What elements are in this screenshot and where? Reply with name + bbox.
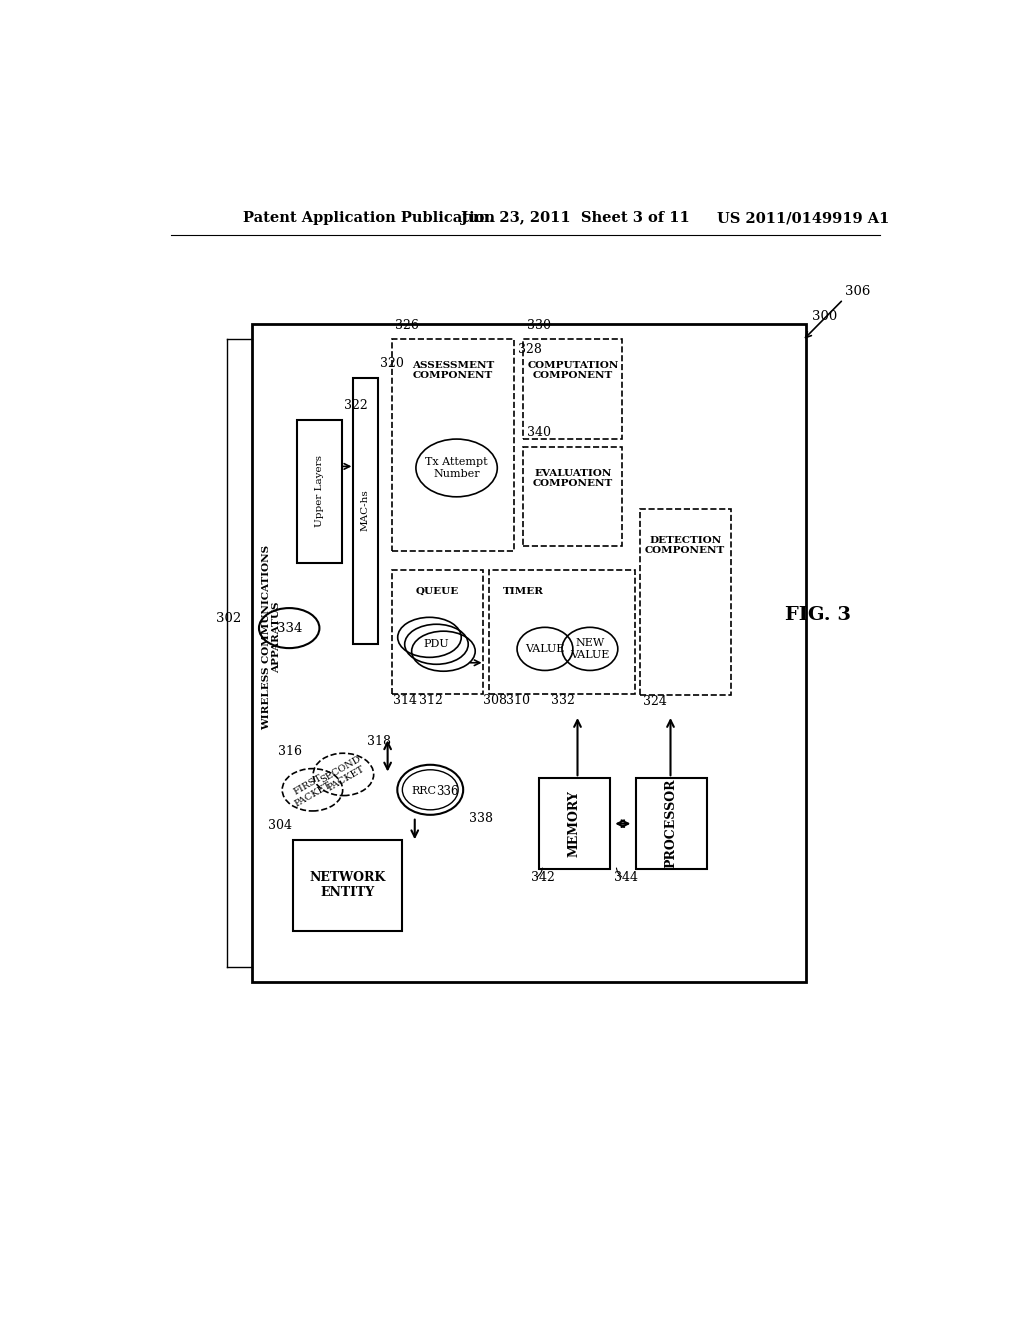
Bar xyxy=(523,447,623,545)
Text: DETECTION
COMPONENT: DETECTION COMPONENT xyxy=(645,536,725,556)
Text: 340: 340 xyxy=(527,426,551,440)
Text: 344: 344 xyxy=(614,871,638,883)
Text: 334: 334 xyxy=(276,622,302,635)
Text: 332: 332 xyxy=(551,693,575,706)
Text: NETWORK
ENTITY: NETWORK ENTITY xyxy=(309,871,385,899)
Bar xyxy=(539,779,610,869)
Bar xyxy=(636,779,707,869)
Bar xyxy=(297,420,342,562)
Text: 316: 316 xyxy=(278,746,302,758)
Text: ASSESSMENT
COMPONENT: ASSESSMENT COMPONENT xyxy=(412,360,494,380)
Text: MAC-hs: MAC-hs xyxy=(360,490,370,531)
Bar xyxy=(252,323,806,982)
Text: 336: 336 xyxy=(436,785,459,797)
Text: COMPUTATION
COMPONENT: COMPUTATION COMPONENT xyxy=(527,360,618,380)
Text: 306: 306 xyxy=(845,285,870,298)
Text: US 2011/0149919 A1: US 2011/0149919 A1 xyxy=(717,211,890,226)
Text: 330: 330 xyxy=(527,318,551,331)
Bar xyxy=(352,378,378,644)
Text: 312: 312 xyxy=(419,693,442,706)
Text: 308: 308 xyxy=(483,693,507,706)
Text: 300: 300 xyxy=(812,310,838,323)
Text: Patent Application Publication: Patent Application Publication xyxy=(243,211,495,226)
Text: QUEUE: QUEUE xyxy=(416,587,459,597)
Text: FIG. 3: FIG. 3 xyxy=(784,606,851,624)
Bar xyxy=(293,840,401,931)
Text: 318: 318 xyxy=(367,735,391,748)
Bar xyxy=(391,570,483,693)
Text: 322: 322 xyxy=(344,400,368,412)
Bar xyxy=(640,508,731,696)
Text: 310: 310 xyxy=(506,693,530,706)
Text: PROCESSOR: PROCESSOR xyxy=(665,779,678,869)
Text: 320: 320 xyxy=(380,358,403,370)
Bar xyxy=(489,570,635,693)
Text: MEMORY: MEMORY xyxy=(568,791,581,857)
Bar xyxy=(523,339,623,440)
Text: SECOND
PACKET: SECOND PACKET xyxy=(318,755,368,795)
Text: PDU: PDU xyxy=(424,639,450,649)
Text: 302: 302 xyxy=(216,612,241,624)
Text: RRC: RRC xyxy=(412,787,436,796)
Text: NEW
VALUE: NEW VALUE xyxy=(570,638,609,660)
Text: TIMER: TIMER xyxy=(503,587,544,597)
Text: 324: 324 xyxy=(643,696,668,708)
Text: 338: 338 xyxy=(469,812,493,825)
Text: 304: 304 xyxy=(268,820,292,832)
Text: WIRELESS COMMUNICATIONS
APPARATUS: WIRELESS COMMUNICATIONS APPARATUS xyxy=(262,545,281,730)
Text: 326: 326 xyxy=(395,318,419,331)
Bar xyxy=(391,339,514,552)
Text: 328: 328 xyxy=(518,343,542,356)
Text: FIRST
PACKET: FIRST PACKET xyxy=(288,771,334,809)
Text: Upper Layers: Upper Layers xyxy=(315,455,324,527)
Text: Tx Attempt
Number: Tx Attempt Number xyxy=(425,457,487,479)
Text: VALUE: VALUE xyxy=(525,644,564,653)
Text: 342: 342 xyxy=(531,871,555,883)
Text: 314: 314 xyxy=(393,693,417,706)
Text: EVALUATION
COMPONENT: EVALUATION COMPONENT xyxy=(532,469,613,488)
Text: Jun. 23, 2011  Sheet 3 of 11: Jun. 23, 2011 Sheet 3 of 11 xyxy=(461,211,690,226)
